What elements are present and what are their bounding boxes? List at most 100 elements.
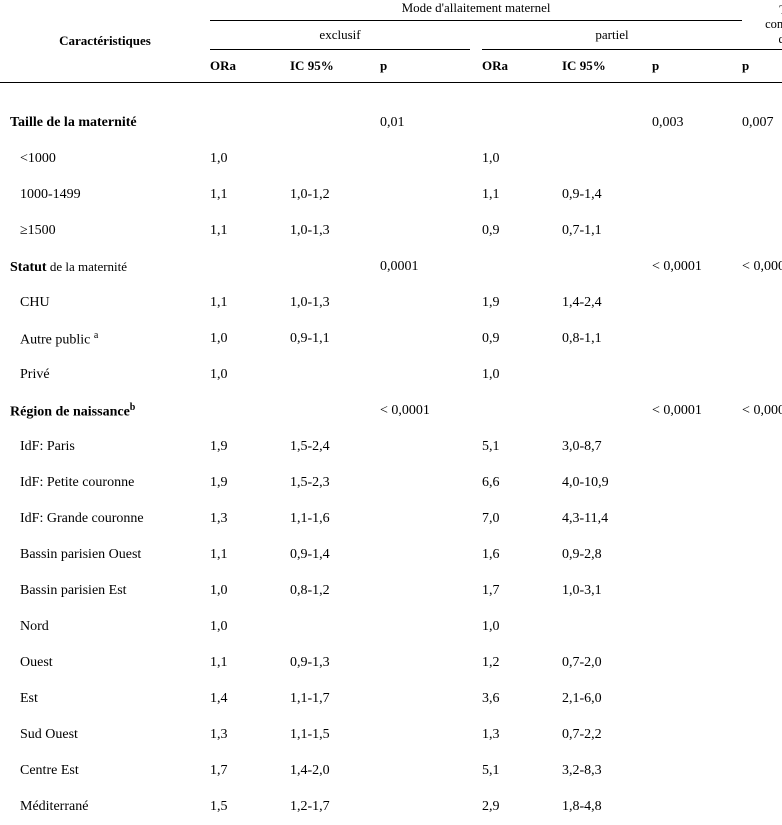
table-row: Sud Ouest 1,3 1,1-1,5 1,3 0,7-2,2 <box>0 717 782 753</box>
cell-ic1: 0,8-1,2 <box>290 573 380 609</box>
statut-p-excl: 0,0001 <box>380 249 470 285</box>
header-ora-part: ORa <box>482 50 562 83</box>
cell-ic1: 1,1-1,6 <box>290 501 380 537</box>
cell-ic1: 1,0-1,3 <box>290 285 380 321</box>
cell-ic2: 2,1-6,0 <box>562 681 652 717</box>
row-label: Est <box>0 681 210 717</box>
cell-ic1: 1,0-1,3 <box>290 213 380 249</box>
header-exclusif: exclusif <box>210 21 470 50</box>
header-p-part: p <box>652 50 742 83</box>
header-partiel: partiel <box>482 21 742 50</box>
spacer <box>0 83 782 106</box>
header-p-excl: p <box>380 50 470 83</box>
row-label: IdF: Grande couronne <box>0 501 210 537</box>
table-row: Est 1,4 1,1-1,7 3,6 2,1-6,0 <box>0 681 782 717</box>
cell-ora2: 1,6 <box>482 537 562 573</box>
cell-ic2: 4,3-11,4 <box>562 501 652 537</box>
row-label: Bassin parisien Est <box>0 573 210 609</box>
cell-ic1: 1,5-2,4 <box>290 429 380 465</box>
cell-ic1 <box>290 357 380 393</box>
cell-ora1: 1,7 <box>210 753 290 789</box>
section-region: Région de naissanceb < 0,0001 < 0,0001 <… <box>0 393 782 429</box>
cell-ic2: 0,8-1,1 <box>562 321 652 357</box>
row-label: 1000-1499 <box>0 177 210 213</box>
cell-ic2: 0,9-2,8 <box>562 537 652 573</box>
region-lab-text: Région de naissance <box>10 404 130 419</box>
header-mode-title: Mode d'allaitement maternel <box>210 0 742 21</box>
section-taille: Taille de la maternité 0,01 0,003 0,007 <box>0 105 782 141</box>
cell-ora2: 3,6 <box>482 681 562 717</box>
cell-ora2: 7,0 <box>482 501 562 537</box>
section-statut-label: Statut de la maternité <box>0 249 210 285</box>
cell-ic1: 1,4-2,0 <box>290 753 380 789</box>
taille-p-test: 0,007 <box>742 105 782 141</box>
table-row: <1000 1,0 1,0 <box>0 141 782 177</box>
cell-ora2: 1,0 <box>482 609 562 645</box>
cell-ora1: 1,9 <box>210 465 290 501</box>
cell-ora2: 1,1 <box>482 177 562 213</box>
cell-ora2: 1,0 <box>482 141 562 177</box>
cell-ic2 <box>562 357 652 393</box>
row-label: Autre public a <box>0 321 210 357</box>
cell-ic1: 1,1-1,7 <box>290 681 380 717</box>
header-p-test: p <box>742 50 782 83</box>
row-label-text: Autre public <box>20 332 94 347</box>
row-label: <1000 <box>0 141 210 177</box>
header-ic95-excl: IC 95% <box>290 50 380 83</box>
row-label: Privé <box>0 357 210 393</box>
cell-ora2: 1,9 <box>482 285 562 321</box>
cell-ic1: 1,1-1,5 <box>290 717 380 753</box>
cell-ic2 <box>562 609 652 645</box>
cell-ora1: 1,1 <box>210 285 290 321</box>
section-taille-label: Taille de la maternité <box>0 105 210 141</box>
cell-ora1: 1,9 <box>210 429 290 465</box>
table-row: IdF: Grande couronne 1,3 1,1-1,6 7,0 4,3… <box>0 501 782 537</box>
cell-ic2 <box>562 141 652 177</box>
cell-ic2: 1,8-4,8 <box>562 789 652 825</box>
section-statut: Statut de la maternité 0,0001 < 0,0001 <… <box>0 249 782 285</box>
cell-ic1: 1,2-1,7 <box>290 789 380 825</box>
table-row: Ouest 1,1 0,9-1,3 1,2 0,7-2,0 <box>0 645 782 681</box>
cell-ora1: 1,0 <box>210 609 290 645</box>
region-p-part: < 0,0001 <box>652 393 742 429</box>
row-label: IdF: Paris <box>0 429 210 465</box>
cell-ic1 <box>290 141 380 177</box>
cell-ora1: 1,1 <box>210 537 290 573</box>
row-label: IdF: Petite couronne <box>0 465 210 501</box>
table-row: Privé 1,0 1,0 <box>0 357 782 393</box>
cell-ora2: 5,1 <box>482 429 562 465</box>
footnote-a: a <box>94 330 98 341</box>
row-label: Méditerrané <box>0 789 210 825</box>
cell-ic2: 1,0-3,1 <box>562 573 652 609</box>
table-row: Centre Est 1,7 1,4-2,0 5,1 3,2-8,3 <box>0 753 782 789</box>
table-row: IdF: Petite couronne 1,9 1,5-2,3 6,6 4,0… <box>0 465 782 501</box>
row-label: CHU <box>0 285 210 321</box>
table-row: Bassin parisien Est 1,0 0,8-1,2 1,7 1,0-… <box>0 573 782 609</box>
table-container: Caractéristiques Mode d'allaitement mate… <box>0 0 782 825</box>
cell-ora1: 1,0 <box>210 321 290 357</box>
cell-ora1: 1,1 <box>210 177 290 213</box>
row-label: Bassin parisien Ouest <box>0 537 210 573</box>
cell-ic1: 0,9-1,3 <box>290 645 380 681</box>
table-row: 1000-1499 1,1 1,0-1,2 1,1 0,9-1,4 <box>0 177 782 213</box>
row-label: Centre Est <box>0 753 210 789</box>
cell-ora1: 1,4 <box>210 681 290 717</box>
cell-ora2: 1,7 <box>482 573 562 609</box>
cell-ic2: 0,7-1,1 <box>562 213 652 249</box>
table-row: Bassin parisien Ouest 1,1 0,9-1,4 1,6 0,… <box>0 537 782 573</box>
section-region-label: Région de naissanceb <box>0 393 210 429</box>
statut-lab-bold: Statut <box>10 260 47 275</box>
cell-ic1: 1,5-2,3 <box>290 465 380 501</box>
table-row: Nord 1,0 1,0 <box>0 609 782 645</box>
test-line3: des OR <box>778 32 782 46</box>
table-row: CHU 1,1 1,0-1,3 1,9 1,4-2,4 <box>0 285 782 321</box>
cell-ic1: 0,9-1,4 <box>290 537 380 573</box>
or-table: Caractéristiques Mode d'allaitement mate… <box>0 0 782 825</box>
cell-ic2: 0,7-2,2 <box>562 717 652 753</box>
taille-p-part: 0,003 <box>652 105 742 141</box>
cell-ora1: 1,3 <box>210 501 290 537</box>
header-test-title: Test de comparaison des OR <box>742 0 782 50</box>
row-label: Nord <box>0 609 210 645</box>
test-line2: comparaison <box>765 17 782 31</box>
cell-ic2: 3,2-8,3 <box>562 753 652 789</box>
